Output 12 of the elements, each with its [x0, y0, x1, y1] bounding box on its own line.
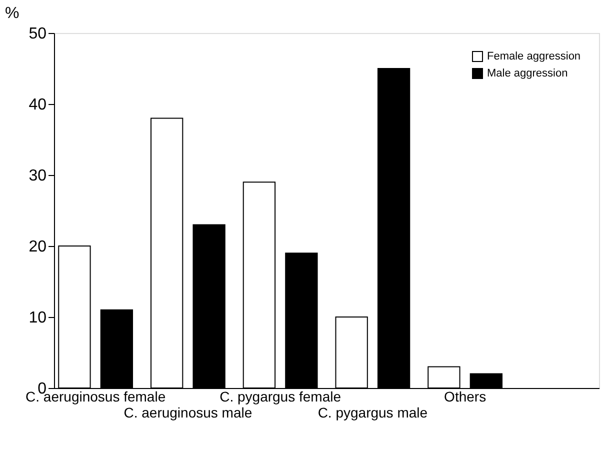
- y-tick-label: 30: [28, 168, 47, 184]
- x-tick-label: C. pygargus male: [318, 404, 428, 420]
- y-tick-label: 10: [28, 310, 47, 326]
- y-tick-label: 40: [28, 96, 47, 114]
- y-axis-title: %: [5, 5, 20, 22]
- y-tick-label: 20: [28, 238, 47, 256]
- x-tick-label: C. aeruginosus male: [124, 404, 252, 420]
- x-tick-label: C. pygargus female: [220, 388, 342, 404]
- legend-label: Male aggression: [487, 68, 568, 80]
- x-tick-label: Others: [444, 388, 486, 404]
- y-tick-label: 50: [28, 26, 47, 42]
- legend-label: Female aggression: [487, 50, 581, 62]
